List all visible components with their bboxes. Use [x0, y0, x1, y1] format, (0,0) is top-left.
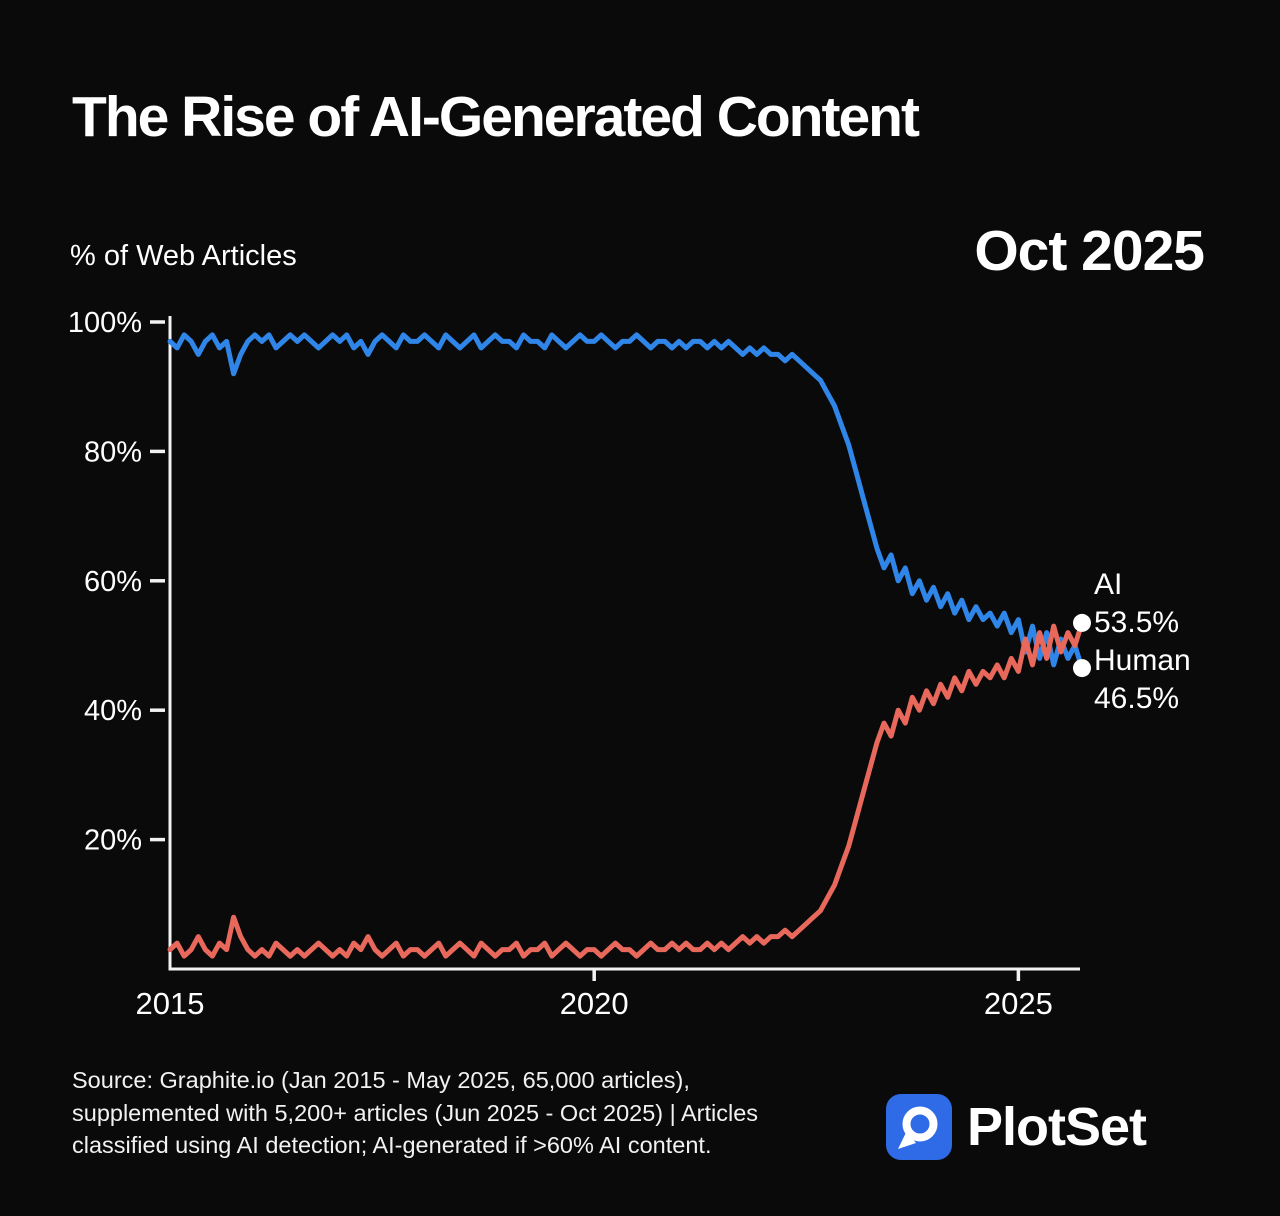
ai-series-value: 53.5%	[1094, 606, 1180, 639]
human-end-dot	[1073, 659, 1091, 678]
ai-end-dot	[1073, 613, 1091, 632]
date-label: Oct 2025	[974, 219, 1205, 283]
y-tick-label: 40%	[84, 695, 142, 727]
y-axis-title: % of Web Articles	[70, 240, 297, 272]
human-series-value: 46.5%	[1094, 682, 1180, 715]
source-line: Source: Graphite.io (Jan 2015 - May 2025…	[72, 1067, 690, 1093]
ai-line	[167, 620, 1085, 959]
source-note: Source: Graphite.io (Jan 2015 - May 2025…	[72, 1064, 758, 1162]
ai-series-label: AI	[1094, 568, 1123, 601]
series-end-labels: AI 53.5% Human 46.5%	[1094, 566, 1191, 718]
human-series-label: Human	[1094, 644, 1191, 677]
chart-title: The Rise of AI-Generated Content	[72, 85, 920, 149]
x-tick-label: 2020	[560, 986, 629, 1021]
plotset-logo: PlotSet	[886, 1094, 1147, 1160]
y-tick-label: 100%	[68, 307, 142, 339]
source-line: classified using AI detection; AI-genera…	[72, 1132, 712, 1158]
x-tick-label: 2015	[136, 986, 205, 1021]
y-tick-label: 80%	[84, 436, 142, 468]
source-line: supplemented with 5,200+ articles (Jun 2…	[72, 1099, 759, 1126]
human-line	[167, 332, 1085, 671]
x-tick-label: 2025	[984, 986, 1053, 1021]
plotset-wordmark: PlotSet	[967, 1097, 1147, 1157]
plotset-logo-icon	[886, 1094, 952, 1160]
y-tick-label: 60%	[84, 566, 142, 598]
y-tick-label: 20%	[84, 825, 142, 857]
